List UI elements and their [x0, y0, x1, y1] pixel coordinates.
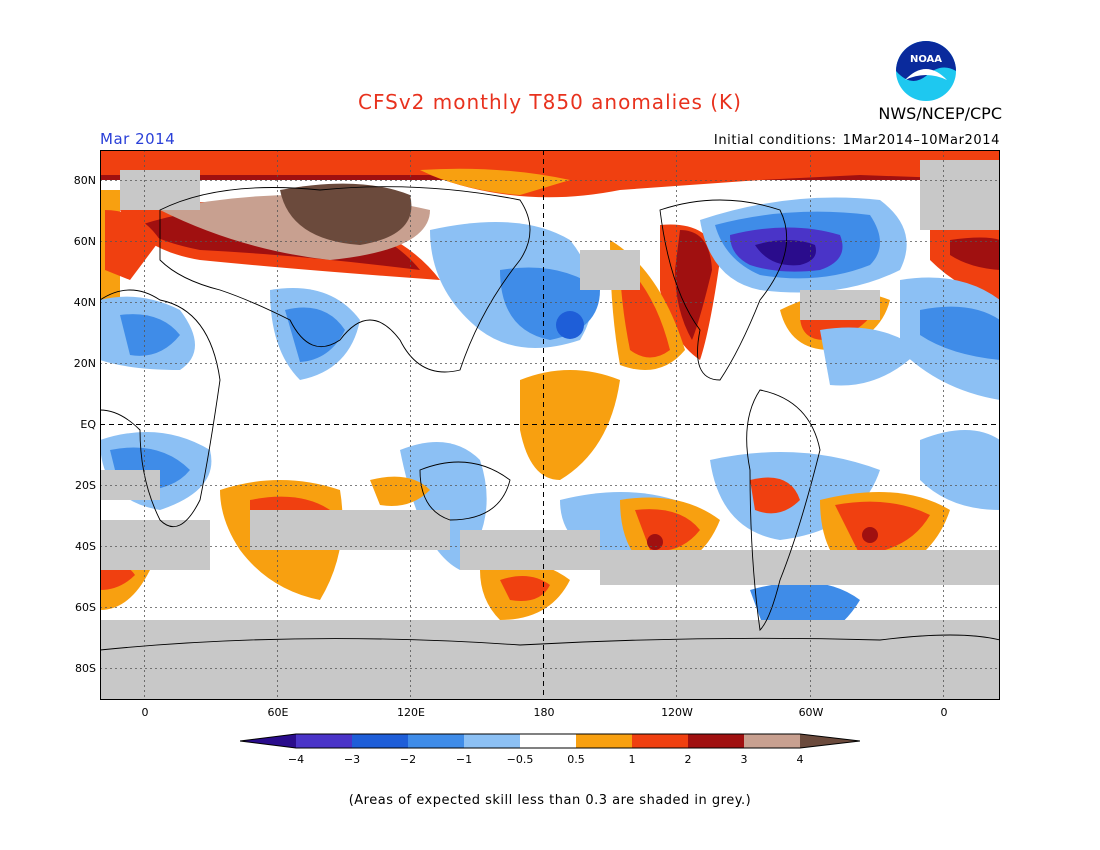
legend-swatch	[296, 734, 352, 748]
lat-label: 60N	[73, 235, 96, 248]
legend-swatch	[744, 734, 800, 748]
equator-and-dateline	[100, 150, 1000, 700]
lon-label: 0	[141, 706, 149, 719]
map-frame	[100, 150, 1000, 700]
initial-conditions-label: Initial conditions:	[713, 133, 837, 148]
legend-swatch	[240, 734, 296, 748]
noaa-logo: NOAA	[896, 41, 956, 101]
lon-label: 120W	[661, 706, 693, 719]
lon-label: 180	[533, 706, 555, 719]
initial-conditions-range: 1Mar2014–10Mar2014	[842, 133, 1000, 148]
lat-label: 20S	[75, 479, 96, 492]
coastlines	[100, 186, 1000, 651]
anomaly-map	[100, 150, 1000, 700]
agency-label: NWS/NCEP/CPC	[878, 104, 1002, 123]
legend-tick: 1	[629, 753, 636, 766]
lon-label: 120E	[397, 706, 425, 719]
lat-label: 40S	[75, 540, 96, 553]
lat-label: 20N	[73, 357, 96, 370]
initial-conditions: Initial conditions: 1Mar2014–10Mar2014	[714, 133, 1000, 148]
graticule	[100, 150, 1000, 700]
legend-swatch	[408, 734, 464, 748]
lat-label: EQ	[80, 418, 96, 431]
lon-label: 60W	[798, 706, 824, 719]
lat-label: 60S	[75, 601, 96, 614]
legend-swatch	[520, 734, 576, 748]
legend-tick: 4	[797, 753, 804, 766]
legend-tick: −3	[344, 753, 360, 766]
legend-tick: −0.5	[507, 753, 534, 766]
legend-tick: −2	[400, 753, 416, 766]
legend-tick: −1	[456, 753, 472, 766]
legend-swatch	[632, 734, 688, 748]
legend-tick: 2	[685, 753, 692, 766]
footnote: (Areas of expected skill less than 0.3 a…	[348, 793, 752, 808]
lon-label: 60E	[267, 706, 289, 719]
legend-tick: 3	[741, 753, 748, 766]
low-skill-grey-areas	[100, 160, 1000, 700]
color-legend: −4 −3 −2 −1 −0.5 0.5 1 2 3 4	[240, 733, 860, 766]
legend-swatch	[576, 734, 632, 748]
lon-label: 0	[940, 706, 948, 719]
legend-swatch	[800, 734, 860, 748]
chart-title: CFSv2 monthly T850 anomalies (K)	[358, 90, 742, 114]
lat-label: 80S	[75, 662, 96, 675]
forecast-month: Mar 2014	[100, 130, 176, 148]
legend-swatch	[464, 734, 520, 748]
lat-label: 40N	[73, 296, 96, 309]
logo-text: NOAA	[910, 54, 942, 65]
lat-label: 80N	[73, 174, 96, 187]
legend-outline	[240, 733, 860, 749]
legend-swatch	[688, 734, 744, 748]
legend-tick: −4	[288, 753, 304, 766]
legend-tick: 0.5	[567, 753, 585, 766]
legend-swatch	[352, 734, 408, 748]
